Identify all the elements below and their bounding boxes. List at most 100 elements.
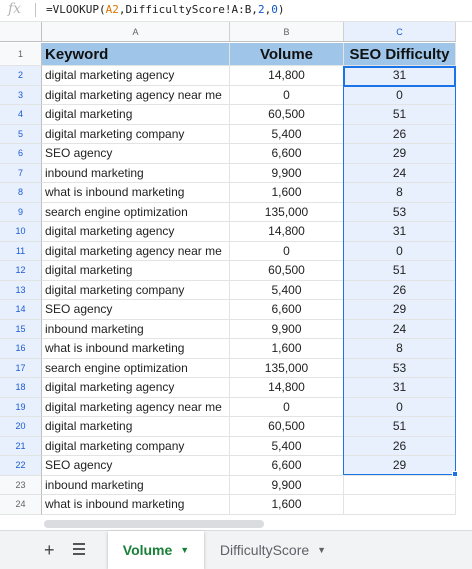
keyword-cell[interactable]: digital marketing agency near me bbox=[42, 241, 230, 261]
seo-difficulty-cell[interactable] bbox=[344, 495, 456, 515]
seo-difficulty-cell[interactable]: 29 bbox=[344, 144, 456, 164]
seo-difficulty-cell[interactable]: 26 bbox=[344, 280, 456, 300]
row-header[interactable]: 22 bbox=[0, 456, 42, 476]
row-header[interactable]: 5 bbox=[0, 124, 42, 144]
keyword-cell[interactable]: digital marketing company bbox=[42, 280, 230, 300]
keyword-cell[interactable]: digital marketing agency near me bbox=[42, 85, 230, 105]
row-header[interactable]: 4 bbox=[0, 105, 42, 125]
row-header[interactable]: 19 bbox=[0, 397, 42, 417]
row-header[interactable]: 24 bbox=[0, 495, 42, 515]
keyword-cell[interactable]: what is inbound marketing bbox=[42, 495, 230, 515]
volume-cell[interactable]: 5,400 bbox=[230, 436, 344, 456]
keyword-cell[interactable]: digital marketing company bbox=[42, 124, 230, 144]
row-header[interactable]: 18 bbox=[0, 378, 42, 398]
volume-cell[interactable]: 9,900 bbox=[230, 319, 344, 339]
keyword-cell[interactable]: inbound marketing bbox=[42, 319, 230, 339]
volume-cell[interactable]: 60,500 bbox=[230, 261, 344, 281]
fill-handle[interactable] bbox=[452, 471, 458, 477]
seo-difficulty-cell[interactable]: 0 bbox=[344, 397, 456, 417]
volume-cell[interactable]: 0 bbox=[230, 241, 344, 261]
row-header[interactable]: 2 bbox=[0, 66, 42, 86]
seo-difficulty-cell[interactable]: 51 bbox=[344, 261, 456, 281]
row-header[interactable]: 12 bbox=[0, 261, 42, 281]
volume-cell[interactable]: 9,900 bbox=[230, 163, 344, 183]
seo-difficulty-cell[interactable]: 53 bbox=[344, 358, 456, 378]
select-all-corner[interactable] bbox=[0, 22, 42, 42]
row-header[interactable]: 11 bbox=[0, 241, 42, 261]
row-header[interactable]: 20 bbox=[0, 417, 42, 437]
column-header-a[interactable]: A bbox=[42, 22, 230, 42]
seo-difficulty-cell[interactable]: 51 bbox=[344, 417, 456, 437]
seo-difficulty-cell[interactable]: 8 bbox=[344, 183, 456, 203]
keyword-cell[interactable]: digital marketing bbox=[42, 261, 230, 281]
seo-difficulty-cell[interactable]: 0 bbox=[344, 85, 456, 105]
volume-cell[interactable]: 9,900 bbox=[230, 475, 344, 495]
keyword-cell[interactable]: search engine optimization bbox=[42, 202, 230, 222]
volume-cell[interactable]: 0 bbox=[230, 397, 344, 417]
volume-cell[interactable]: 60,500 bbox=[230, 105, 344, 125]
seo-difficulty-cell[interactable]: 53 bbox=[344, 202, 456, 222]
row-header[interactable]: 8 bbox=[0, 183, 42, 203]
row-header[interactable]: 14 bbox=[0, 300, 42, 320]
volume-cell[interactable]: 6,600 bbox=[230, 456, 344, 476]
seo-difficulty-cell[interactable]: 31 bbox=[344, 66, 456, 86]
seo-difficulty-cell[interactable]: 29 bbox=[344, 456, 456, 476]
seo-difficulty-cell[interactable]: 8 bbox=[344, 339, 456, 359]
volume-cell[interactable]: 6,600 bbox=[230, 300, 344, 320]
header-cell-keyword[interactable]: Keyword bbox=[42, 43, 230, 66]
caret-down-icon[interactable]: ▼ bbox=[317, 545, 327, 555]
formula-input[interactable]: =VLOOKUP(A2,DifficultyScore!A:B,2,0) bbox=[46, 3, 284, 16]
row-header[interactable]: 1 bbox=[0, 43, 42, 66]
seo-difficulty-cell[interactable]: 29 bbox=[344, 300, 456, 320]
seo-difficulty-cell[interactable]: 26 bbox=[344, 124, 456, 144]
keyword-cell[interactable]: SEO agency bbox=[42, 456, 230, 476]
volume-cell[interactable]: 5,400 bbox=[230, 280, 344, 300]
row-header[interactable]: 15 bbox=[0, 319, 42, 339]
scrollbar-thumb[interactable] bbox=[44, 520, 264, 528]
keyword-cell[interactable]: SEO agency bbox=[42, 144, 230, 164]
column-header-b[interactable]: B bbox=[230, 22, 344, 42]
volume-cell[interactable]: 14,800 bbox=[230, 222, 344, 242]
column-header-c[interactable]: C bbox=[344, 22, 456, 42]
keyword-cell[interactable]: inbound marketing bbox=[42, 475, 230, 495]
row-header[interactable]: 23 bbox=[0, 475, 42, 495]
volume-cell[interactable]: 135,000 bbox=[230, 202, 344, 222]
row-header[interactable]: 9 bbox=[0, 202, 42, 222]
row-header[interactable]: 13 bbox=[0, 280, 42, 300]
row-header[interactable]: 21 bbox=[0, 436, 42, 456]
volume-cell[interactable]: 135,000 bbox=[230, 358, 344, 378]
volume-cell[interactable]: 0 bbox=[230, 85, 344, 105]
keyword-cell[interactable]: digital marketing agency bbox=[42, 222, 230, 242]
seo-difficulty-cell[interactable]: 24 bbox=[344, 319, 456, 339]
tab-volume[interactable]: Volume ▼ bbox=[108, 531, 204, 569]
all-sheets-menu-icon[interactable] bbox=[73, 543, 85, 558]
caret-down-icon[interactable]: ▼ bbox=[180, 545, 190, 555]
keyword-cell[interactable]: what is inbound marketing bbox=[42, 183, 230, 203]
keyword-cell[interactable]: what is inbound marketing bbox=[42, 339, 230, 359]
row-header[interactable]: 10 bbox=[0, 222, 42, 242]
volume-cell[interactable]: 14,800 bbox=[230, 378, 344, 398]
horizontal-scrollbar[interactable] bbox=[42, 519, 472, 530]
seo-difficulty-cell[interactable]: 0 bbox=[344, 241, 456, 261]
seo-difficulty-cell[interactable]: 31 bbox=[344, 222, 456, 242]
header-cell-volume[interactable]: Volume bbox=[230, 43, 344, 66]
keyword-cell[interactable]: digital marketing agency near me bbox=[42, 397, 230, 417]
keyword-cell[interactable]: digital marketing bbox=[42, 105, 230, 125]
volume-cell[interactable]: 1,600 bbox=[230, 495, 344, 515]
add-sheet-button[interactable]: + bbox=[44, 540, 55, 560]
volume-cell[interactable]: 6,600 bbox=[230, 144, 344, 164]
volume-cell[interactable]: 60,500 bbox=[230, 417, 344, 437]
keyword-cell[interactable]: search engine optimization bbox=[42, 358, 230, 378]
seo-difficulty-cell[interactable]: 31 bbox=[344, 378, 456, 398]
keyword-cell[interactable]: digital marketing agency bbox=[42, 66, 230, 86]
seo-difficulty-cell[interactable]: 24 bbox=[344, 163, 456, 183]
volume-cell[interactable]: 1,600 bbox=[230, 339, 344, 359]
keyword-cell[interactable]: digital marketing bbox=[42, 417, 230, 437]
keyword-cell[interactable]: digital marketing agency bbox=[42, 378, 230, 398]
volume-cell[interactable]: 1,600 bbox=[230, 183, 344, 203]
volume-cell[interactable]: 14,800 bbox=[230, 66, 344, 86]
seo-difficulty-cell[interactable] bbox=[344, 475, 456, 495]
keyword-cell[interactable]: inbound marketing bbox=[42, 163, 230, 183]
header-cell-seo-difficulty[interactable]: SEO Difficulty bbox=[344, 43, 456, 66]
volume-cell[interactable]: 5,400 bbox=[230, 124, 344, 144]
